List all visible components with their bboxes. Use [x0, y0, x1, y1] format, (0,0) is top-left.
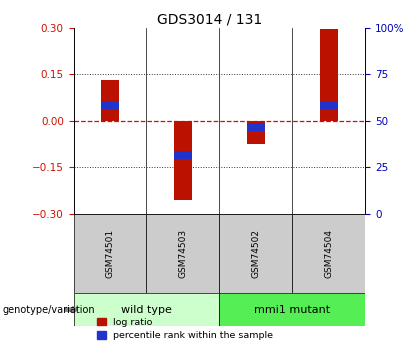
FancyBboxPatch shape — [220, 293, 365, 326]
Text: GSM74501: GSM74501 — [105, 229, 115, 278]
Text: GDS3014 / 131: GDS3014 / 131 — [158, 12, 262, 26]
Text: GSM74504: GSM74504 — [324, 229, 333, 278]
Bar — [320, 29, 338, 121]
Bar — [174, 151, 192, 159]
Text: wild type: wild type — [121, 305, 172, 315]
Bar — [101, 80, 119, 121]
FancyBboxPatch shape — [74, 214, 147, 293]
FancyBboxPatch shape — [220, 214, 292, 293]
Legend: log ratio, percentile rank within the sample: log ratio, percentile rank within the sa… — [97, 317, 273, 340]
Bar — [101, 101, 119, 109]
Bar — [174, 121, 192, 200]
Bar — [320, 101, 338, 109]
Bar — [247, 121, 265, 144]
Text: GSM74503: GSM74503 — [178, 229, 187, 278]
Text: GSM74502: GSM74502 — [252, 229, 260, 278]
Text: genotype/variation: genotype/variation — [2, 305, 95, 315]
Text: mmi1 mutant: mmi1 mutant — [255, 305, 331, 315]
Bar — [247, 123, 265, 131]
FancyBboxPatch shape — [292, 214, 365, 293]
FancyBboxPatch shape — [74, 293, 220, 326]
FancyBboxPatch shape — [147, 214, 220, 293]
